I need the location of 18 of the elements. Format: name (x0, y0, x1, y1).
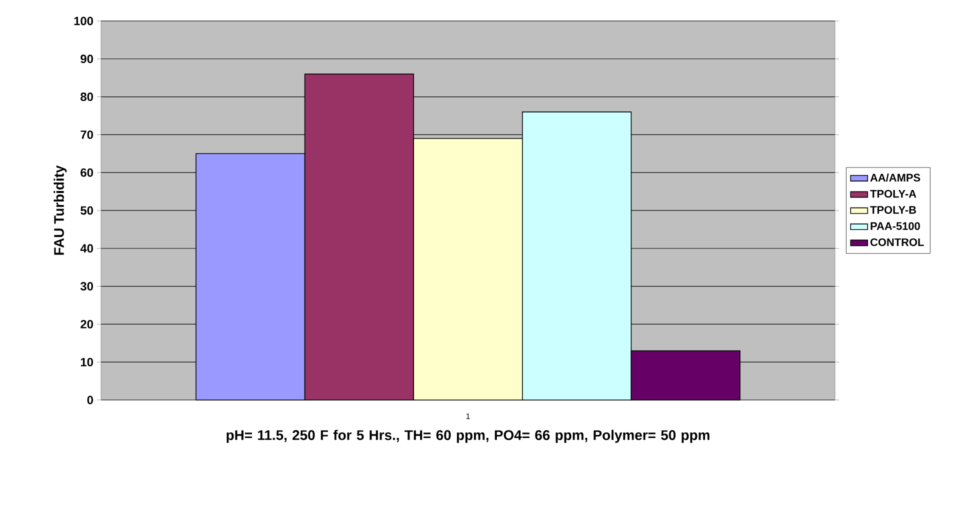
y-tick-label: 20 (80, 320, 93, 328)
legend-label: TPOLY-A (870, 190, 916, 198)
y-tick-label: 60 (80, 168, 93, 177)
y-tick-label: 50 (80, 206, 93, 215)
y-axis-title: FAU Turbidity (54, 165, 67, 255)
y-tick-label: 80 (80, 92, 93, 102)
x-axis-title: pH= 11.5, 250 F for 5 Hrs., TH= 60 ppm, PO4= 66 ppm, Polymer= 50 ppm (226, 430, 710, 443)
y-tick-label: 0 (87, 396, 93, 404)
y-tick-label: 40 (80, 244, 93, 253)
y-tick-label: 30 (80, 282, 93, 291)
y-tick-label: 100 (74, 16, 93, 26)
y-tick-label: 70 (80, 130, 93, 139)
legend-label: TPOLY-B (870, 206, 916, 214)
legend-label: CONTROL (870, 238, 924, 246)
legend-label: PAA-5100 (870, 222, 920, 230)
y-tick-label: 90 (80, 54, 93, 64)
y-tick-label: 10 (80, 358, 93, 366)
legend-label: AA/AMPS (870, 174, 920, 182)
